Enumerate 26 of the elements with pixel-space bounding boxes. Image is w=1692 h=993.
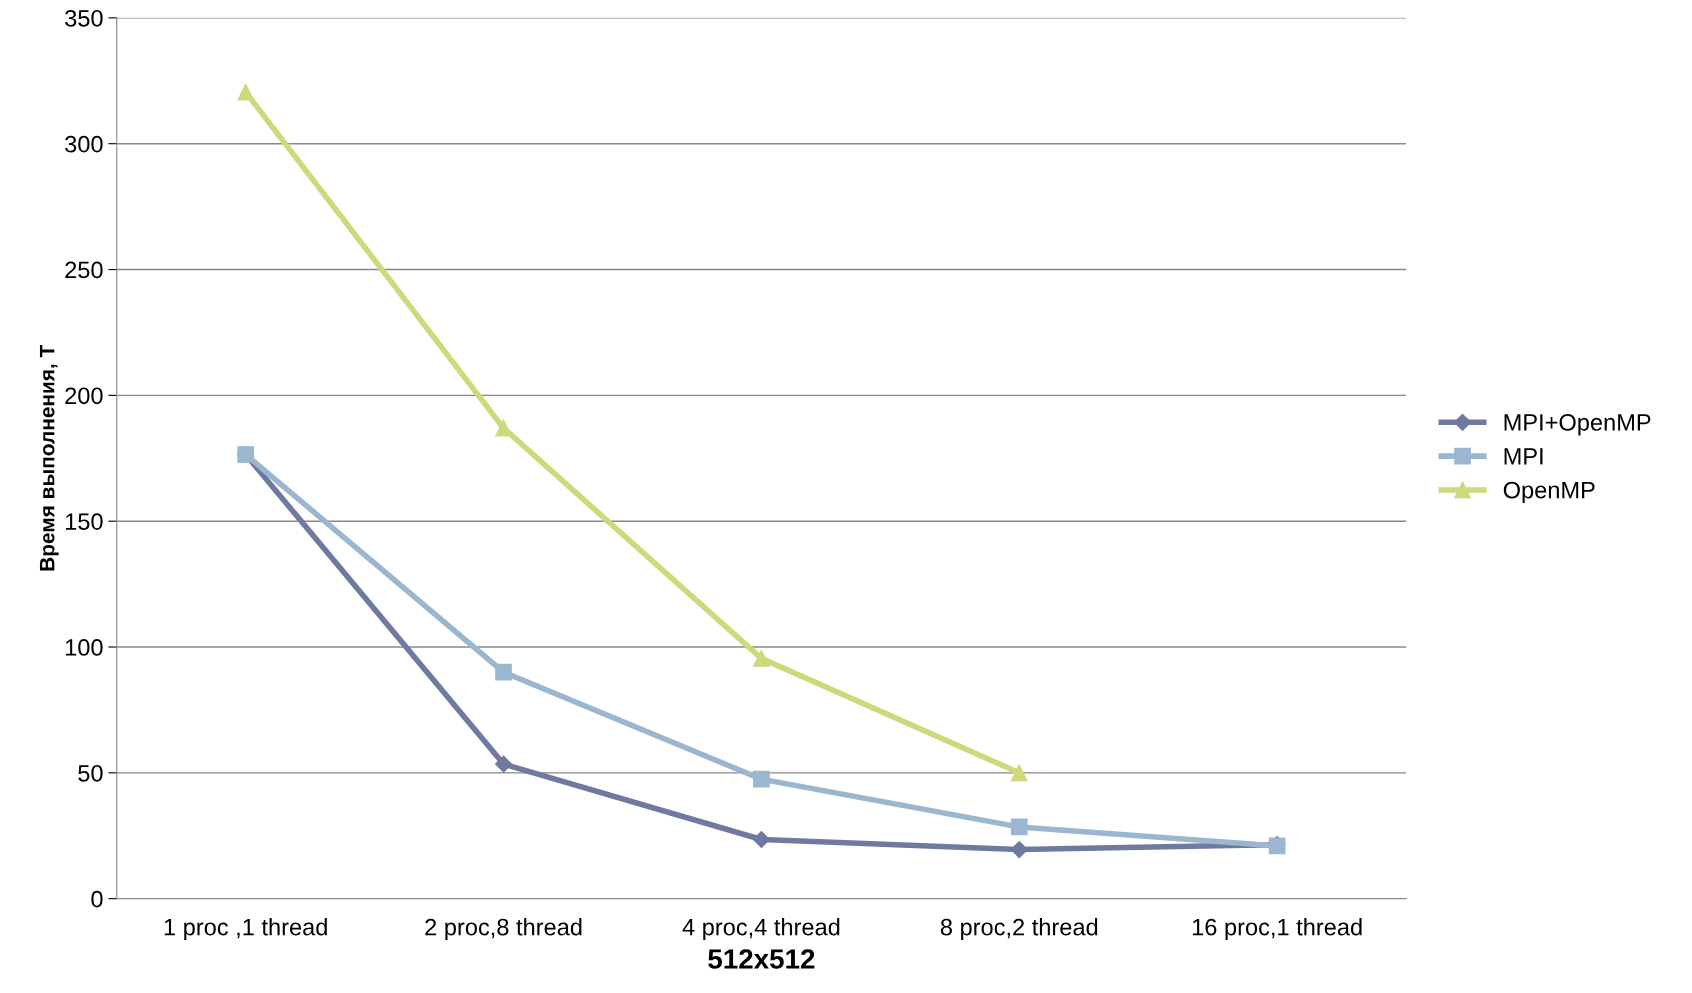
y-tick-label: 350 [65,9,103,27]
y-tick-label: 100 [65,639,103,656]
y-tick-label: 200 [65,387,103,405]
legend-label: MPI [1504,448,1543,465]
point [1010,764,1028,782]
y-tick-label: 0 [91,890,103,908]
x-tick-label: 1 proc ,1 thread [164,918,327,941]
x-tick-label: 16 proc,1 thread [1192,918,1362,941]
y-tick-label: 250 [65,261,103,279]
point [752,830,770,849]
legend-label: OpenMP [1503,481,1595,504]
point [753,650,770,667]
point [1010,818,1028,836]
point [494,755,513,773]
x-axis-title: 512x512 [708,949,815,969]
y-tick-label: 150 [65,513,103,530]
y-axis-title: Время выполнения, Т [39,344,59,571]
legend-label: MPI+OpenMP [1504,414,1651,436]
point [495,663,512,681]
point [753,770,770,788]
x-tick-label: 2 proc,8 thread [425,918,582,941]
y-tick-label: 50 [78,764,103,782]
point [237,83,255,101]
y-tick-label: 300 [65,135,103,153]
x-tick-label: 8 proc,2 thread [940,918,1098,941]
x-tick-label: 4 proc,4 thread [682,918,840,941]
